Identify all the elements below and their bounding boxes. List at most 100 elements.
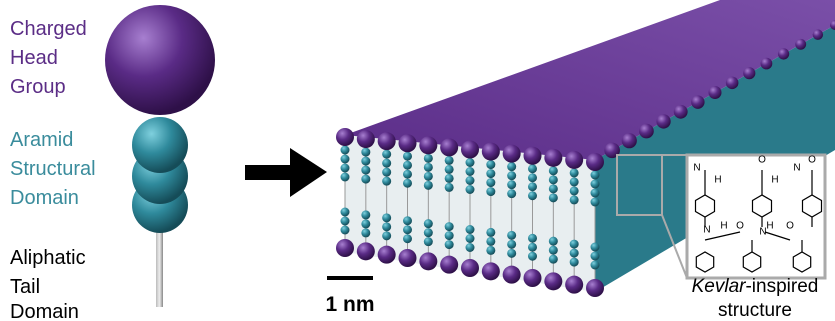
head-bead bbox=[503, 266, 521, 284]
aramid-bead bbox=[507, 240, 516, 249]
aramid-bead bbox=[570, 249, 579, 258]
aramid-bead bbox=[382, 150, 391, 159]
head-bead bbox=[524, 269, 542, 287]
aramid-bead bbox=[466, 176, 475, 185]
aramid-bead bbox=[549, 175, 558, 184]
head-bead bbox=[419, 252, 437, 270]
atom-label: N bbox=[793, 163, 800, 174]
aramid-bead bbox=[591, 243, 600, 252]
aramid-bead bbox=[403, 152, 412, 161]
aramid-bead bbox=[361, 157, 370, 166]
aramid-bead bbox=[424, 219, 433, 228]
aramid-bead bbox=[341, 217, 350, 226]
aramid-bead bbox=[528, 191, 537, 200]
head-bead bbox=[399, 249, 417, 267]
aramid-bead bbox=[591, 252, 600, 261]
aramid-bead bbox=[570, 177, 579, 186]
head-bead bbox=[691, 95, 704, 108]
head-bead bbox=[336, 128, 354, 146]
aramid-bead bbox=[466, 158, 475, 167]
aramid-bead bbox=[403, 170, 412, 179]
head-bead bbox=[524, 147, 542, 165]
head-bead bbox=[586, 279, 604, 297]
head-bead bbox=[336, 239, 354, 257]
aramid-bead bbox=[424, 163, 433, 172]
head-bead bbox=[357, 242, 375, 260]
aramid-bead bbox=[486, 178, 495, 187]
aramid-bead bbox=[361, 228, 370, 237]
atom-label: N bbox=[693, 163, 700, 174]
head-bead bbox=[461, 259, 479, 277]
head-bead bbox=[813, 29, 823, 39]
aramid-bead bbox=[403, 161, 412, 170]
head-bead bbox=[544, 272, 562, 290]
aramid-bead bbox=[486, 246, 495, 255]
aramid-bead bbox=[549, 166, 558, 175]
aramid-bead bbox=[361, 148, 370, 157]
aramid-bead bbox=[382, 231, 391, 240]
caption-rest: -inspired bbox=[745, 276, 818, 297]
aramid-bead bbox=[382, 213, 391, 222]
aramid-bead bbox=[445, 231, 454, 240]
aramid-bead bbox=[424, 237, 433, 246]
aramid-bead bbox=[591, 189, 600, 198]
aramid-bead bbox=[528, 243, 537, 252]
head-bead bbox=[357, 130, 375, 148]
label: Head bbox=[10, 47, 58, 69]
atom-label: N bbox=[703, 225, 710, 236]
amphiphile bbox=[105, 5, 215, 307]
aramid-bead bbox=[445, 222, 454, 231]
caption-italic: Kevlar bbox=[692, 276, 747, 297]
aramid-bead bbox=[549, 184, 558, 193]
aramid-bead bbox=[507, 180, 516, 189]
aramid-bead bbox=[382, 222, 391, 231]
head-bead bbox=[565, 151, 583, 169]
aramid-bead bbox=[570, 258, 579, 267]
atom-label: H bbox=[771, 175, 778, 186]
aramid-bead bbox=[591, 171, 600, 180]
aramid-bead bbox=[361, 175, 370, 184]
tail-stick bbox=[156, 225, 163, 307]
head-bead bbox=[378, 246, 396, 264]
aramid-bead bbox=[341, 208, 350, 217]
aramid-bead bbox=[570, 195, 579, 204]
aramid-bead bbox=[507, 171, 516, 180]
inset-caption: structure bbox=[718, 300, 792, 321]
aramid-bead bbox=[528, 252, 537, 261]
head-bead bbox=[544, 149, 562, 167]
aramid-bead bbox=[549, 246, 558, 255]
aramid-bead bbox=[361, 210, 370, 219]
head-bead bbox=[440, 138, 458, 156]
atom-label: N bbox=[759, 227, 766, 238]
aramid-bead bbox=[486, 237, 495, 246]
aramid-bead bbox=[507, 249, 516, 258]
aramid-bead bbox=[549, 255, 558, 264]
aramid-bead bbox=[403, 225, 412, 234]
head-bead bbox=[622, 133, 637, 148]
aramid-bead bbox=[445, 156, 454, 165]
aramid-bead bbox=[507, 231, 516, 240]
label: Structural bbox=[10, 158, 96, 180]
aramid-bead bbox=[486, 160, 495, 169]
head-bead bbox=[482, 143, 500, 161]
head-bead bbox=[639, 124, 654, 139]
aramid-bead bbox=[403, 234, 412, 243]
head-bead bbox=[586, 153, 604, 171]
aramid-bead bbox=[382, 159, 391, 168]
aramid-bead bbox=[445, 240, 454, 249]
aramid-bead bbox=[382, 168, 391, 177]
aramid-bead bbox=[403, 179, 412, 188]
aramid-bead bbox=[528, 182, 537, 191]
arrow bbox=[245, 148, 327, 197]
aramid-bead bbox=[591, 198, 600, 207]
aramid-bead bbox=[361, 219, 370, 228]
aramid-bead bbox=[466, 234, 475, 243]
head-bead bbox=[656, 114, 670, 128]
aramid-bead bbox=[528, 164, 537, 173]
head-sphere bbox=[105, 5, 215, 115]
aramid-bead bbox=[361, 166, 370, 175]
aramid-bead bbox=[570, 240, 579, 249]
figure: Charged Head Group Aramid Structural Dom… bbox=[0, 0, 835, 321]
aramid-bead bbox=[424, 172, 433, 181]
aramid-bead bbox=[466, 167, 475, 176]
